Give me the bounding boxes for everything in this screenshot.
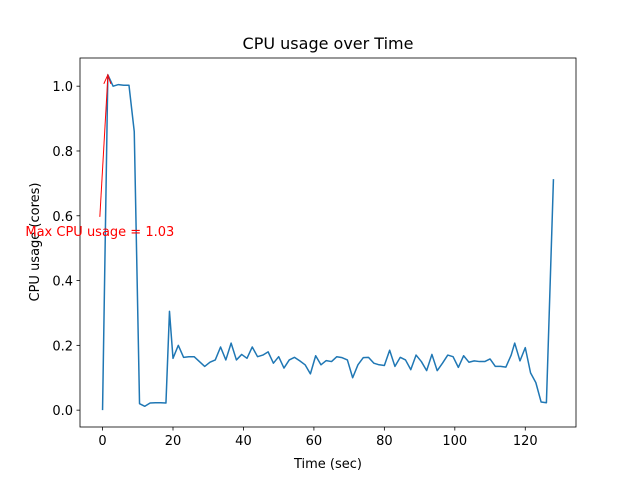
annotation-arrowhead xyxy=(103,73,112,85)
y-tick-label: 0.2 xyxy=(52,339,73,354)
x-tick-label: 120 xyxy=(513,434,538,449)
x-tick-label: 60 xyxy=(306,434,323,449)
cpu-line xyxy=(101,74,555,411)
x-tick-label: 20 xyxy=(165,434,182,449)
y-axis-label: CPU usage (cores) xyxy=(28,183,43,302)
y-tick-label: 0.6 xyxy=(52,210,73,225)
y-tick-label: 0.0 xyxy=(52,404,73,419)
y-tick-label: 0.4 xyxy=(52,275,73,290)
x-tick-label: 40 xyxy=(235,434,252,449)
x-tick-label: 0 xyxy=(98,434,106,449)
y-tick-label: 1.0 xyxy=(52,80,73,95)
annotation-text: Max CPU usage = 1.03 xyxy=(25,225,174,240)
x-tick-label: 100 xyxy=(442,434,467,449)
axes-frame xyxy=(79,57,577,428)
x-axis-label: Time (sec) xyxy=(293,457,362,472)
chart-title: CPU usage over Time xyxy=(243,34,414,53)
annotation-arrow xyxy=(99,76,109,217)
x-tick-label: 80 xyxy=(376,434,393,449)
y-tick-label: 0.8 xyxy=(52,145,73,160)
